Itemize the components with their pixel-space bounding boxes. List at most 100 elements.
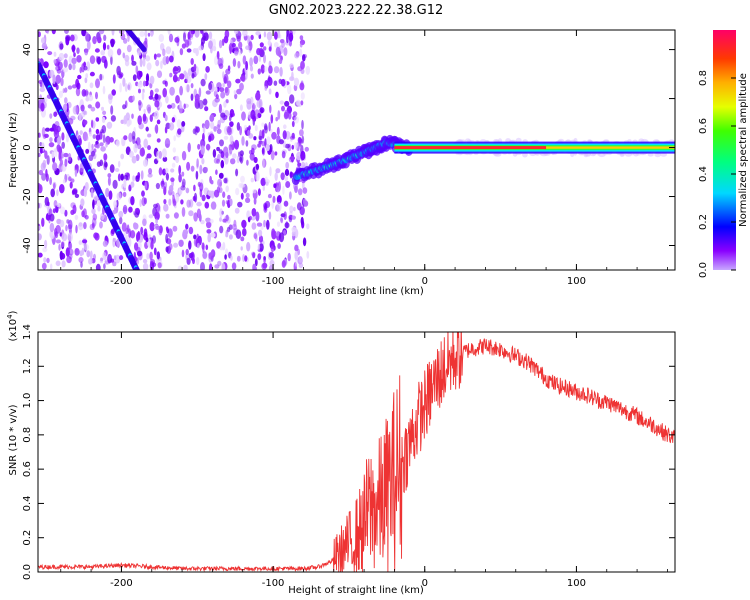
noise-speckle <box>112 179 118 189</box>
noise-speckle <box>199 164 203 175</box>
noise-speckle <box>99 221 103 229</box>
noise-speckle <box>80 198 85 207</box>
noise-speckle <box>164 114 168 122</box>
noise-speckle <box>142 259 148 264</box>
colorbar-gradient <box>713 30 736 270</box>
noise-speckle <box>167 228 173 238</box>
upper-track-blob <box>113 12 118 17</box>
noise-speckle <box>139 198 142 208</box>
noise-speckle <box>63 53 68 59</box>
noise-speckle <box>95 263 101 270</box>
noise-speckle <box>150 31 154 37</box>
upper-track-blob <box>112 11 117 16</box>
noise-speckle <box>141 196 146 207</box>
noise-speckle <box>193 63 197 72</box>
noise-speckle <box>202 133 205 142</box>
noise-speckle <box>120 119 125 125</box>
noise-speckle <box>53 111 58 117</box>
noise-speckle <box>232 153 237 159</box>
noise-speckle <box>187 68 192 77</box>
noise-speckle <box>234 46 239 52</box>
noise-speckle <box>95 78 100 89</box>
noise-speckle <box>193 184 196 192</box>
noise-speckle <box>186 48 192 53</box>
noise-speckle <box>41 217 45 227</box>
noise-speckle <box>89 82 94 89</box>
noise-speckle <box>241 136 245 146</box>
noise-speckle <box>200 145 205 155</box>
noise-speckle <box>132 95 135 102</box>
noise-speckle <box>95 117 100 122</box>
noise-speckle <box>38 132 41 138</box>
noise-speckle <box>275 168 281 174</box>
noise-speckle <box>188 226 194 235</box>
noise-speckle <box>156 53 162 58</box>
noise-speckle <box>225 68 231 75</box>
noise-speckle <box>153 53 157 60</box>
noise-speckle <box>195 170 199 180</box>
noise-speckle <box>112 237 117 243</box>
noise-speckle <box>154 211 160 221</box>
noise-speckle <box>183 32 186 42</box>
noise-speckle <box>165 95 169 104</box>
noise-speckle <box>232 58 237 67</box>
noise-speckle <box>78 222 83 227</box>
noise-speckle <box>271 131 277 140</box>
noise-speckle <box>143 108 146 114</box>
noise-speckle <box>198 213 202 222</box>
noise-speckle <box>92 36 97 45</box>
noise-speckle <box>131 113 134 119</box>
noise-speckle <box>65 133 69 143</box>
noise-speckle <box>302 237 307 247</box>
noise-speckle <box>188 30 194 38</box>
noise-speckle <box>95 199 102 207</box>
noise-speckle <box>175 95 180 104</box>
noise-speckle <box>235 229 242 239</box>
noise-speckle <box>128 206 133 213</box>
noise-speckle <box>41 262 47 270</box>
noise-speckle <box>250 73 254 79</box>
noise-speckle <box>168 122 175 131</box>
noise-speckle <box>270 150 275 161</box>
noise-speckle <box>194 125 198 136</box>
noise-speckle <box>286 33 289 44</box>
noise-speckle <box>249 152 255 161</box>
upper-track-blob <box>141 47 147 53</box>
colorbar-label: Normalized spectral amplitude <box>738 73 749 227</box>
noise-speckle <box>148 95 154 100</box>
noise-speckle <box>300 161 306 169</box>
noise-speckle <box>206 221 212 229</box>
noise-speckle <box>209 114 215 122</box>
noise-speckle <box>106 44 110 50</box>
noise-speckle <box>137 230 141 241</box>
noise-speckle <box>95 134 101 141</box>
snr-line-layer <box>38 332 675 572</box>
noise-speckle <box>289 94 295 104</box>
noise-speckle <box>167 30 171 35</box>
noise-speckle <box>230 158 236 165</box>
noise-speckle <box>133 222 139 230</box>
noise-speckle <box>90 119 94 128</box>
noise-speckle <box>128 132 133 143</box>
noise-speckle <box>133 143 138 154</box>
noise-speckle <box>216 124 221 130</box>
noise-speckle <box>82 239 88 244</box>
noise-speckle <box>284 100 290 107</box>
noise-speckle <box>284 168 290 177</box>
noise-speckle <box>177 265 183 270</box>
noise-speckle <box>156 119 161 125</box>
snr-ytick-label: 0.6 <box>22 461 33 477</box>
noise-speckle <box>178 173 182 183</box>
noise-speckle <box>122 52 126 59</box>
noise-speckle <box>101 55 107 64</box>
noise-speckle <box>181 249 185 258</box>
noise-speckle <box>142 116 148 124</box>
noise-speckle <box>107 173 112 178</box>
noise-speckle <box>235 168 239 177</box>
noise-speckle <box>154 110 159 120</box>
noise-speckle <box>283 229 287 236</box>
noise-speckle <box>135 154 140 162</box>
upper-track-blob <box>119 19 124 24</box>
noise-speckle <box>230 113 233 118</box>
noise-speckle <box>240 246 243 251</box>
